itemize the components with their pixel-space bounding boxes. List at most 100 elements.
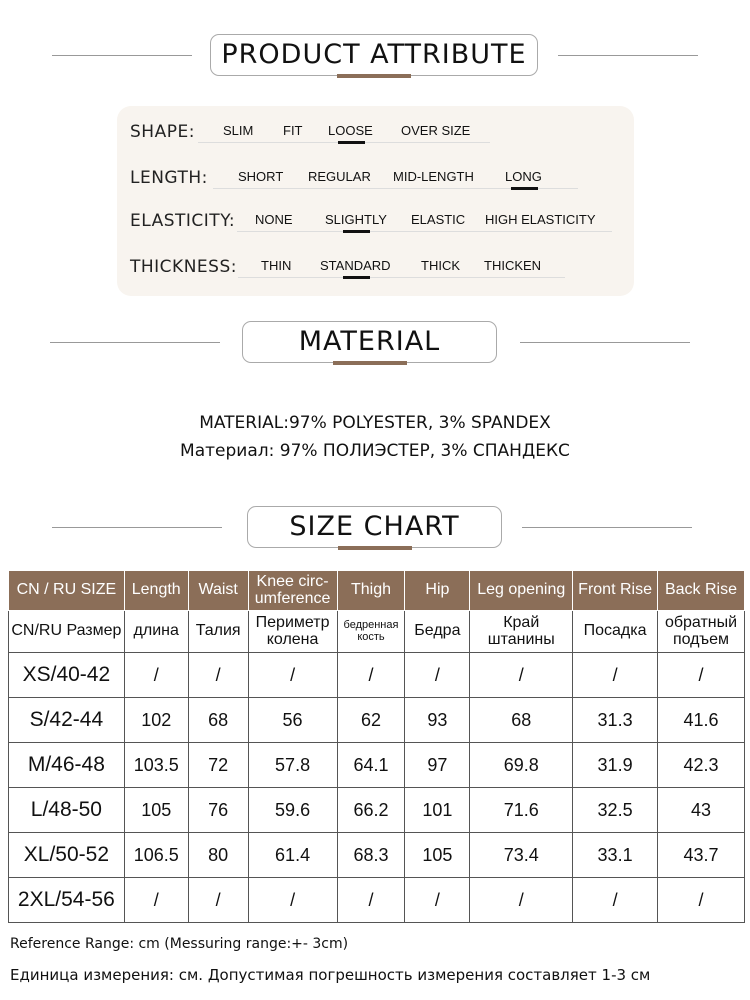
table-cell: обратный подъем [657, 610, 745, 653]
table-cell: 66.2 [336, 787, 406, 833]
table-cell: 59.6 [247, 787, 338, 833]
table-cell: 102 [123, 697, 189, 743]
divider-line [52, 527, 222, 528]
table-cell: 76 [187, 787, 249, 833]
table-cell: 31.3 [572, 697, 659, 743]
table-cell: 80 [187, 832, 249, 878]
attribute-option: NONE [255, 212, 293, 227]
table-cell: 72 [187, 742, 249, 788]
table-cell: 56 [247, 697, 338, 743]
table-cell: / [123, 652, 189, 698]
attribute-option: THIN [261, 258, 292, 273]
attribute-rule [238, 277, 565, 278]
table-cell: / [187, 877, 249, 923]
table-cell: / [336, 877, 406, 923]
title-underline [337, 546, 412, 550]
divider-line [558, 55, 698, 56]
attribute-option: SLIGHTLY [325, 212, 387, 227]
table-cell: 103.5 [123, 742, 189, 788]
attribute-option: MID-LENGTH [393, 169, 474, 184]
table-cell: 101 [404, 787, 471, 833]
table-cell: 68.3 [336, 832, 406, 878]
title-underline [337, 74, 411, 78]
table-cell: / [572, 877, 659, 923]
attribute-panel [117, 106, 634, 296]
table-cell: / [657, 877, 745, 923]
attribute-option: REGULAR [308, 169, 371, 184]
selected-underline [343, 230, 370, 233]
selected-underline [510, 187, 538, 190]
table-cell: Back Rise [657, 570, 745, 611]
attribute-rule [213, 188, 578, 189]
size-chart-title: SIZE CHART [247, 506, 502, 550]
table-cell: 33.1 [572, 832, 659, 878]
attribute-rule [237, 231, 612, 232]
table-cell: Thigh [336, 570, 406, 611]
attribute-label: THICKNESS: [130, 257, 237, 277]
table-cell: / [247, 652, 338, 698]
table-cell: / [572, 652, 659, 698]
table-cell: CN/RU Размер [8, 610, 125, 653]
table-cell: 97 [404, 742, 471, 788]
table-cell: M/46-48 [8, 742, 125, 788]
material-en: MATERIAL:97% POLYESTER, 3% SPANDEX [199, 413, 551, 433]
title-text: MATERIAL [298, 326, 441, 357]
table-cell: 93 [404, 697, 471, 743]
table-cell: 62 [336, 697, 406, 743]
table-cell: 32.5 [572, 787, 659, 833]
product-attribute-title: PRODUCT ATTRIBUTE [210, 34, 538, 78]
table-cell: 43.7 [657, 832, 745, 878]
attribute-option: THICKEN [484, 258, 542, 273]
table-cell: Периметр колена [247, 610, 338, 653]
table-cell: / [469, 877, 574, 923]
divider-line [520, 342, 690, 343]
table-cell: 64.1 [336, 742, 406, 788]
table-cell: Талия [187, 610, 249, 653]
table-cell: / [247, 877, 338, 923]
table-row: S/42-44 102 68 56 62 93 68 31.3 41.6 [8, 697, 745, 743]
table-cell: 42.3 [657, 742, 745, 788]
table-cell: 73.4 [469, 832, 574, 878]
measurement-note-ru: Единица измерения: см. Допустимая погреш… [10, 966, 651, 984]
divider-line [522, 527, 692, 528]
table-cell: Посадка [572, 610, 659, 653]
table-cell: Hip [404, 570, 471, 611]
attribute-option: STANDARD [320, 258, 391, 273]
table-cell: L/48-50 [8, 787, 125, 833]
attribute-option: SLIM [223, 123, 254, 138]
attribute-option: FIT [283, 123, 303, 138]
attribute-option: ELASTIC [411, 212, 466, 227]
table-cell: 71.6 [469, 787, 574, 833]
table-cell: 106.5 [123, 832, 189, 878]
selected-underline [337, 141, 365, 144]
table-cell: / [404, 652, 471, 698]
table-cell: Бедра [404, 610, 471, 653]
table-cell: Knee circ-umference [247, 570, 338, 611]
table-cell: 68 [469, 697, 574, 743]
table-cell: 2XL/54-56 [8, 877, 125, 923]
attribute-option: OVER SIZE [401, 123, 471, 138]
table-cell: Leg opening [469, 570, 574, 611]
table-cell: / [187, 652, 249, 698]
table-cell: / [657, 652, 745, 698]
attribute-label: ELASTICITY: [130, 211, 236, 231]
table-cell: XS/40-42 [8, 652, 125, 698]
table-cell: S/42-44 [8, 697, 125, 743]
table-cell: Front Rise [572, 570, 659, 611]
table-cell: Край штанины [469, 610, 574, 653]
table-cell: 31.9 [572, 742, 659, 788]
table-header-row: CN / RU SIZE Length Waist Knee circ-umferen… [8, 570, 745, 611]
table-cell: Waist [187, 570, 249, 611]
attribute-option: SHORT [238, 169, 284, 184]
table-cell: / [469, 652, 574, 698]
table-row: XL/50-52 106.5 80 61.4 68.3 105 73.4 33.1 43.7 [8, 832, 745, 878]
title-text: PRODUCT ATTRIBUTE [221, 39, 527, 70]
attribute-option: HIGH ELASTICITY [485, 212, 596, 227]
title-text: SIZE CHART [289, 511, 460, 542]
table-cell: 105 [404, 832, 471, 878]
table-cell: 68 [187, 697, 249, 743]
table-cell: длина [123, 610, 189, 653]
table-cell: / [123, 877, 189, 923]
divider-line [50, 342, 220, 343]
attribute-option: THICK [421, 258, 460, 273]
